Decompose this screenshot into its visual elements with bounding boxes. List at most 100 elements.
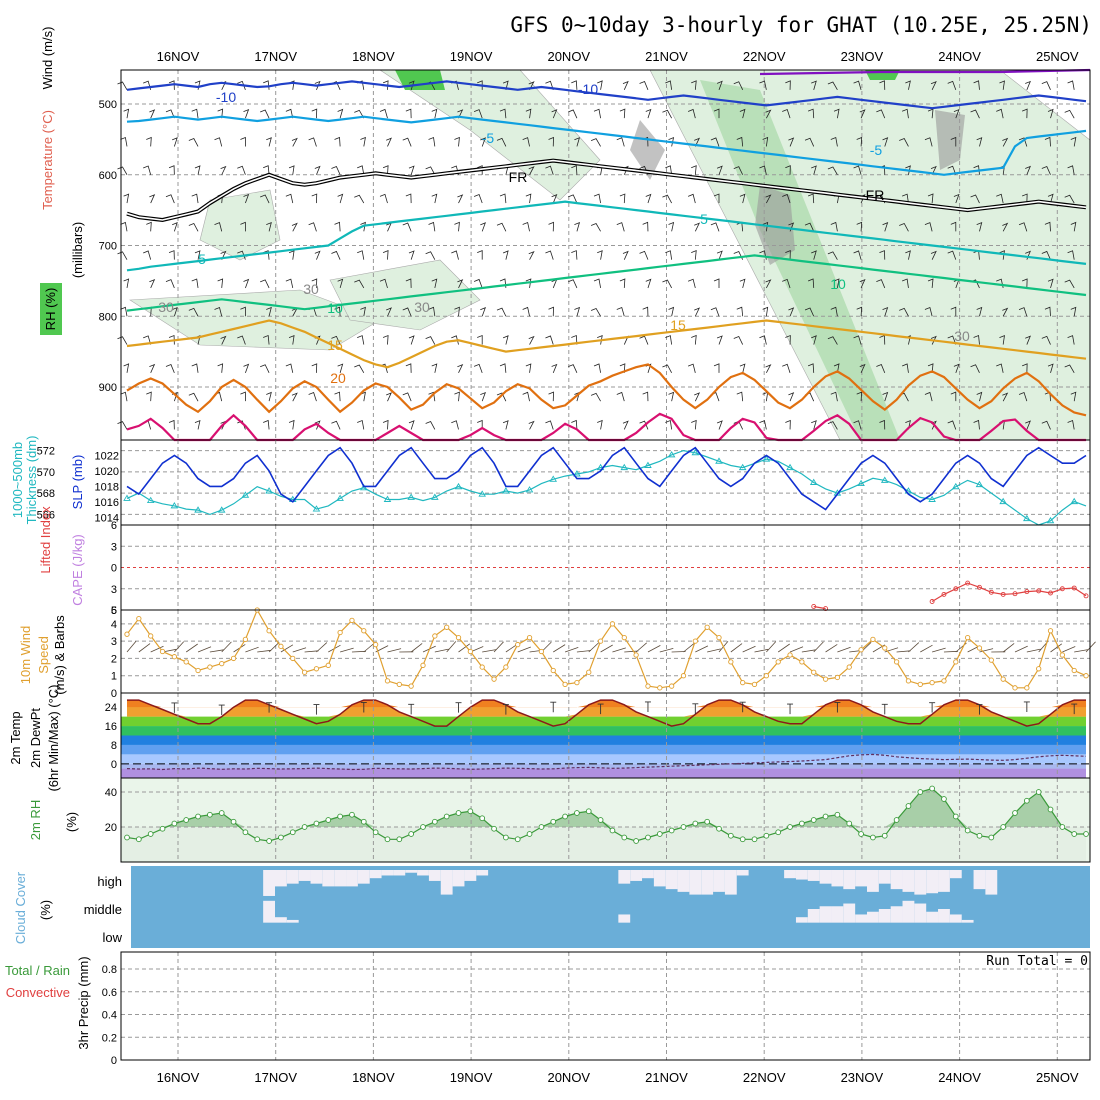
wind-barb [340,647,354,653]
wind-barb [428,306,436,317]
temp-tick-label: 8 [111,740,117,752]
wind-barb [739,108,746,119]
rh2m-marker [455,810,462,816]
wind-barb [431,363,438,373]
rh2m-marker [301,824,308,830]
wind-barb [976,391,983,402]
wind-speed-marker [207,664,213,670]
slp-tick-label: 1022 [95,450,119,462]
temp2m-line [127,699,1086,727]
wind-barb [710,137,720,147]
wind-barb [1021,193,1028,204]
wind-barb [314,420,321,430]
wind-barb [574,306,581,317]
wind-barb [833,108,840,119]
wind-speed-marker [633,652,639,658]
thickness-marker [691,448,700,456]
wind-speed-marker [586,669,592,675]
wind-barb [924,137,933,147]
wind-barb [901,278,909,289]
isotherm-line [126,115,1087,176]
wind-barb [765,194,772,204]
wind-barb [970,364,980,374]
wind-speed-marker [893,659,900,665]
wind-barb [879,80,886,90]
thickness-marker [194,506,202,513]
side-axis-label: Lifted Index [38,506,53,574]
wind-barb [1002,307,1009,317]
wind-barb [789,646,804,653]
wind-barb [304,650,319,653]
wind-barb [502,420,509,430]
cloud-high-clear-cell [973,870,986,890]
wind-barb [499,108,507,119]
wind-barb [639,420,649,430]
pressure-tick-label: 800 [99,311,117,323]
wind-barb [221,641,232,653]
wind-speed-marker [1047,628,1054,634]
cloud-high-clear-cell [464,870,477,881]
temperature-fill-hot [127,700,1087,708]
rh2m-marker [1083,831,1089,837]
wind-speed-line [126,608,1087,689]
wind-barb [930,165,937,175]
wind-speed-marker [1024,685,1030,691]
wind-barb [568,364,578,374]
cloud-high-clear-cell [263,870,275,896]
wind-barb [382,250,389,260]
wind-barb [590,138,601,147]
wind-barb [308,137,317,147]
wind-barb [143,165,152,175]
contour-label: -5 [482,130,495,146]
side-axis-label: 2m DewPt [28,708,43,768]
lifted-index-marker [941,591,947,597]
contour-label: -5 [870,142,883,158]
wind-barb [694,222,701,232]
rh2m-marker [443,813,450,820]
date-label-bottom: 20NOV [547,1070,590,1085]
max-temp-marker [692,703,699,714]
wind-barb [876,364,886,374]
thickness-marker [975,480,984,488]
wind-barb [932,647,946,653]
wind-barb [568,279,578,289]
wind-barb [1021,363,1028,373]
wind-barb [859,279,866,289]
wind-speed-marker [219,660,225,667]
wind-barb [568,194,578,204]
wind-barb [168,334,175,345]
wind-barb [762,136,769,147]
wind-barb [499,363,507,373]
wind-barb [1067,250,1075,260]
wind-barb [759,80,767,90]
wind-barb [1002,222,1009,232]
wind-barb [480,137,486,147]
wind-barb [710,307,720,317]
contour-label: 5 [700,211,708,227]
wind-barb [496,392,507,402]
bottom-date-labels: 16NOV 17NOV 18NOV 19NOV 20NOV 21NOV 22NOV 23NOV… [157,1070,1079,1085]
rh-shading [129,289,381,351]
wind-barb [257,649,272,653]
wind-barb [473,194,483,204]
cloud-high-clear-cell [819,870,832,884]
wind-barb [973,334,980,345]
wind-barb [1002,392,1009,402]
cloud-high-clear-cell [689,870,702,895]
wind-speed-marker [704,624,710,630]
wind-barb [996,363,1004,373]
wind-barb [496,137,507,147]
wind-barb [172,306,178,317]
wind-speed-marker [361,628,367,634]
thickness-marker [312,505,321,512]
max-temp-marker [171,702,178,713]
rh2m-marker [917,789,924,795]
cloud-high-clear-cell [878,870,891,884]
wind-barb [191,278,199,289]
wind-barb [408,420,415,430]
isotherm-line [126,200,1087,272]
wind-barb [804,222,815,232]
wind-barb [999,335,1005,345]
wind-speed-marker [148,633,154,639]
wind-barb [545,165,554,175]
